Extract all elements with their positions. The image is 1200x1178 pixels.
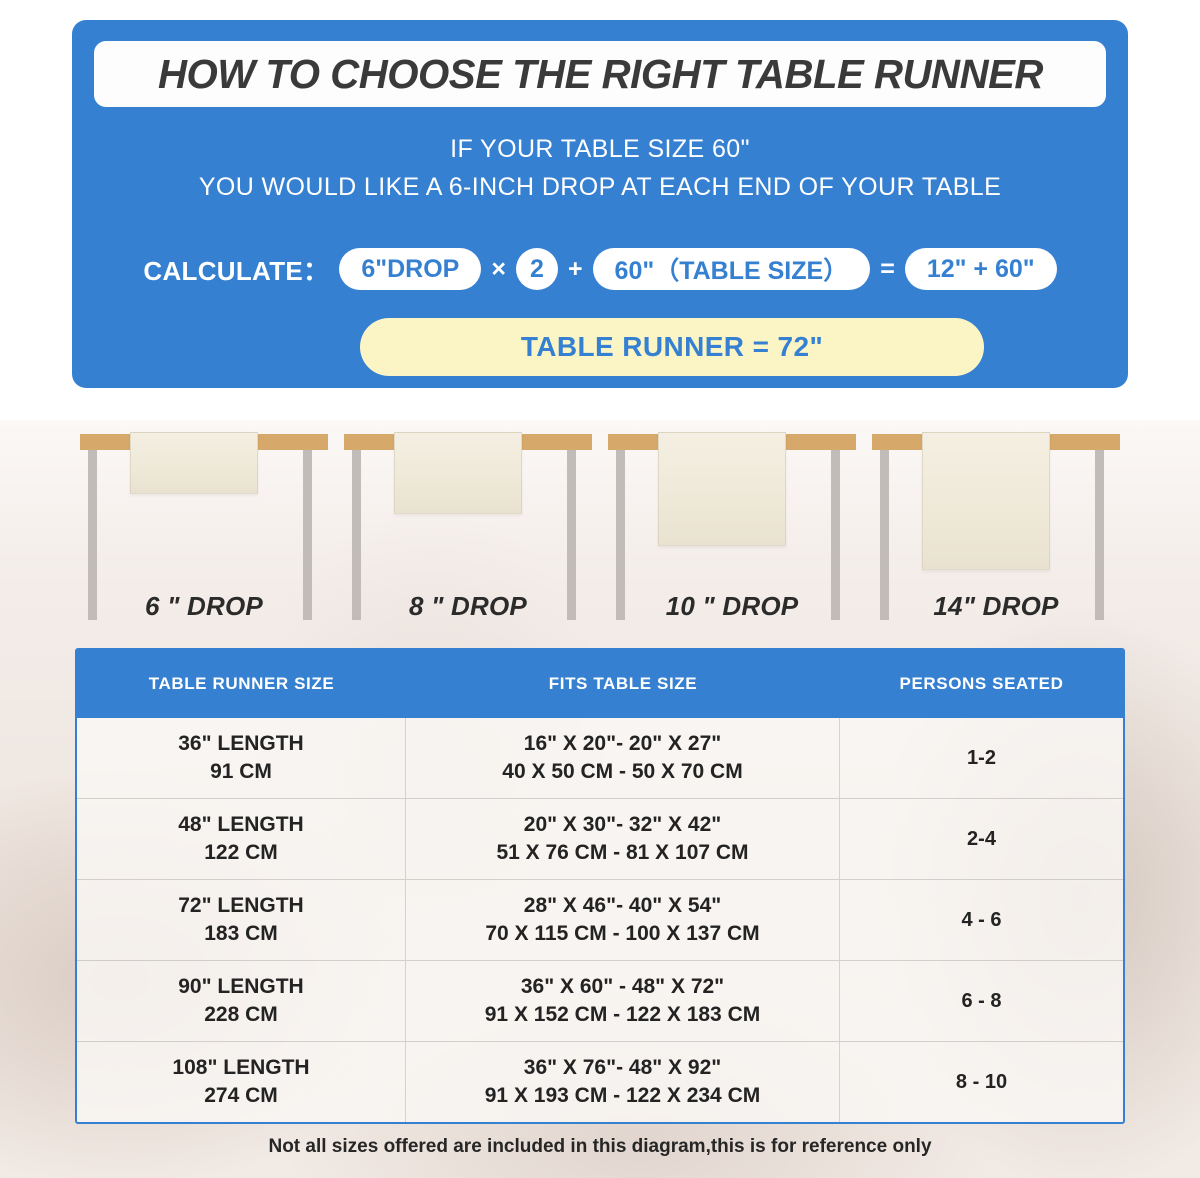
table-size-pill: 60"（TABLE SIZE）: [592, 248, 871, 290]
subtitle-line-2: YOU WOULD LIKE A 6-INCH DROP AT EACH END…: [198, 173, 1002, 201]
column-header-fits-table-size: FITS TABLE SIZE: [548, 674, 698, 693]
column-header-runner-size: TABLE RUNNER SIZE: [148, 674, 335, 693]
drop-illustration-14: 14" DROP: [864, 420, 1128, 630]
runner-size-cm: 228 CM: [204, 1003, 278, 1026]
table-runner-icon: [922, 432, 1050, 570]
footnote-text: Not all sizes offered are included in th…: [268, 1136, 932, 1157]
fits-size-cm: 40 X 50 CM - 50 X 70 CM: [502, 760, 743, 783]
runner-size-inches: 36" LENGTH: [178, 732, 304, 755]
result-banner: TABLE RUNNER = 72": [360, 318, 984, 376]
fits-size-cm: 91 X 193 CM - 122 X 234 CM: [484, 1084, 761, 1107]
subtitle-line-1: IF YOUR TABLE SIZE 60": [450, 135, 750, 163]
drop-illustrations: 6 " DROP 8 " DROP 10 " DROP 14" DROP: [72, 420, 1128, 630]
page-title: HOW TO CHOOSE THE RIGHT TABLE RUNNER: [157, 50, 1043, 97]
table-row: 48" LENGTH 122 CM 20" X 30"- 32" X 42" 5…: [77, 799, 1123, 880]
persons-seated-value: 8 - 10: [955, 1071, 1008, 1093]
persons-seated-value: 2-4: [967, 828, 996, 850]
title-box: HOW TO CHOOSE THE RIGHT TABLE RUNNER: [94, 41, 1106, 107]
plus-operator: +: [567, 254, 583, 283]
drop-label: 10 " DROP: [665, 591, 799, 621]
table-leg-right-icon: [1095, 450, 1104, 620]
table-row: 36" LENGTH 91 CM 16" X 20"- 20" X 27" 40…: [77, 718, 1123, 799]
table-row: 90" LENGTH 228 CM 36" X 60" - 48" X 72" …: [77, 961, 1123, 1042]
fits-size-inches: 28" X 46"- 40" X 54": [523, 894, 722, 917]
subtitle-block: IF YOUR TABLE SIZE 60" YOU WOULD LIKE A …: [72, 132, 1128, 204]
table-leg-right-icon: [567, 450, 576, 620]
calculate-label: CALCULATE：: [143, 255, 330, 286]
runner-size-inches: 108" LENGTH: [172, 1056, 310, 1079]
drop-label: 14" DROP: [933, 591, 1059, 621]
runner-size-cm: 183 CM: [204, 922, 278, 945]
cell-fits-table-size: 16" X 20"- 20" X 27" 40 X 50 CM - 50 X 7…: [406, 718, 840, 798]
header-panel: HOW TO CHOOSE THE RIGHT TABLE RUNNER IF …: [72, 20, 1128, 388]
runner-size-cm: 122 CM: [204, 841, 278, 864]
fits-size-inches: 16" X 20"- 20" X 27": [523, 732, 722, 755]
cell-fits-table-size: 28" X 46"- 40" X 54" 70 X 115 CM - 100 X…: [406, 880, 840, 960]
table-leg-left-icon: [88, 450, 97, 620]
runner-size-cm: 274 CM: [204, 1084, 278, 1107]
cell-runner-size: 36" LENGTH 91 CM: [77, 718, 406, 798]
drop-illustration-8: 8 " DROP: [336, 420, 600, 630]
cell-persons-seated: 8 - 10: [840, 1042, 1123, 1122]
persons-seated-value: 6 - 8: [961, 990, 1002, 1012]
cell-fits-table-size: 36" X 60" - 48" X 72" 91 X 152 CM - 122 …: [406, 961, 840, 1041]
table-leg-left-icon: [880, 450, 889, 620]
table-runner-icon: [130, 432, 258, 494]
table-runner-icon: [658, 432, 786, 546]
table-leg-left-icon: [352, 450, 361, 620]
fits-size-cm: 51 X 76 CM - 81 X 107 CM: [496, 841, 749, 864]
cell-fits-table-size: 20" X 30"- 32" X 42" 51 X 76 CM - 81 X 1…: [406, 799, 840, 879]
drop-illustration-6: 6 " DROP: [72, 420, 336, 630]
equals-operator: =: [880, 254, 895, 283]
fits-size-inches: 36" X 60" - 48" X 72": [520, 975, 725, 998]
drop-label: 8 " DROP: [409, 591, 527, 621]
fits-size-cm: 70 X 115 CM - 100 X 137 CM: [485, 922, 760, 945]
column-header-persons-seated: PERSONS SEATED: [899, 674, 1064, 693]
runner-size-inches: 48" LENGTH: [178, 813, 304, 836]
sum-pill: 12" + 60": [904, 248, 1057, 290]
result-text: TABLE RUNNER = 72": [520, 331, 824, 362]
cell-persons-seated: 4 - 6: [840, 880, 1123, 960]
cell-persons-seated: 6 - 8: [840, 961, 1123, 1041]
persons-seated-value: 4 - 6: [961, 909, 1002, 931]
persons-seated-value: 1-2: [967, 747, 996, 769]
cell-runner-size: 72" LENGTH 183 CM: [77, 880, 406, 960]
table-row: 108" LENGTH 274 CM 36" X 76"- 48" X 92" …: [77, 1042, 1123, 1122]
fits-size-inches: 36" X 76"- 48" X 92": [523, 1056, 722, 1079]
multiply-operator: ×: [491, 254, 506, 283]
table-body: 36" LENGTH 91 CM 16" X 20"- 20" X 27" 40…: [77, 718, 1123, 1122]
table-leg-left-icon: [616, 450, 625, 620]
multiplier-pill: 2: [515, 248, 558, 290]
drop-value-pill: 6"DROP: [339, 248, 482, 290]
cell-persons-seated: 2-4: [840, 799, 1123, 879]
table-leg-right-icon: [303, 450, 312, 620]
calculation-row: CALCULATE： 6"DROP × 2 + 60"（TABLE SIZE） …: [72, 248, 1128, 290]
runner-size-cm: 91 CM: [210, 760, 272, 783]
cell-fits-table-size: 36" X 76"- 48" X 92" 91 X 193 CM - 122 X…: [406, 1042, 840, 1122]
drop-label: 6 " DROP: [145, 591, 263, 621]
fits-size-cm: 91 X 152 CM - 122 X 183 CM: [484, 1003, 761, 1026]
table-header-row: TABLE RUNNER SIZE FITS TABLE SIZE PERSON…: [77, 650, 1123, 718]
runner-size-inches: 90" LENGTH: [178, 975, 304, 998]
fits-size-inches: 20" X 30"- 32" X 42": [523, 813, 722, 836]
cell-runner-size: 90" LENGTH 228 CM: [77, 961, 406, 1041]
cell-runner-size: 108" LENGTH 274 CM: [77, 1042, 406, 1122]
cell-runner-size: 48" LENGTH 122 CM: [77, 799, 406, 879]
size-reference-table: TABLE RUNNER SIZE FITS TABLE SIZE PERSON…: [75, 648, 1125, 1124]
runner-size-inches: 72" LENGTH: [178, 894, 304, 917]
table-row: 72" LENGTH 183 CM 28" X 46"- 40" X 54" 7…: [77, 880, 1123, 961]
cell-persons-seated: 1-2: [840, 718, 1123, 798]
drop-illustration-10: 10 " DROP: [600, 420, 864, 630]
table-leg-right-icon: [831, 450, 840, 620]
table-runner-icon: [394, 432, 522, 514]
